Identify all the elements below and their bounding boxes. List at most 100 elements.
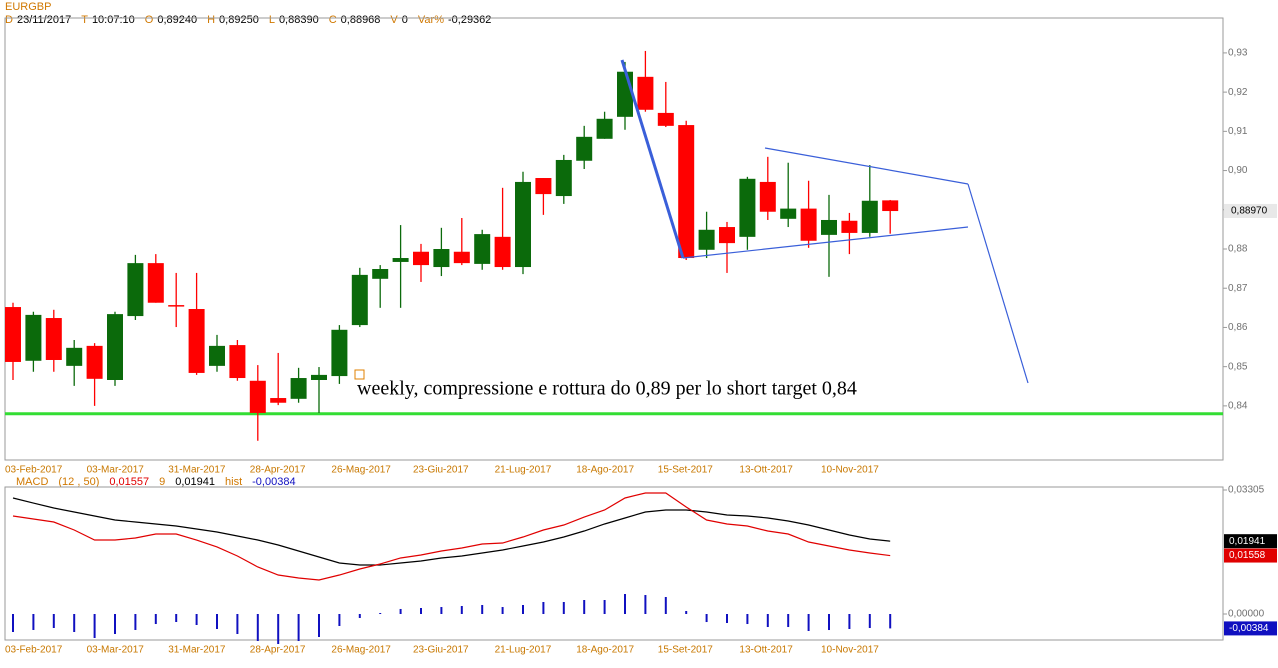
x-tick-label: 13-Ott-2017 (739, 465, 793, 476)
x-tick-label: 13-Ott-2017 (739, 645, 793, 656)
candle-body (209, 345, 225, 366)
trend-line (967, 183, 1029, 384)
header-key: V (390, 14, 398, 26)
candle-body (576, 136, 593, 161)
x-tick-label: 15-Set-2017 (658, 645, 713, 656)
header-value: 0,88968 (340, 14, 381, 26)
price-frame (4, 17, 1224, 461)
header-key: Var% (417, 14, 444, 26)
header-item: MACD (16, 476, 49, 488)
candle-body (45, 318, 62, 360)
header-item: -0,00384 (252, 476, 296, 488)
x-tick-label: 23-Giu-2017 (413, 465, 469, 476)
x-tick-label: 26-Mag-2017 (331, 645, 391, 656)
x-tick-label: 15-Set-2017 (658, 465, 713, 476)
x-tick-label: 03-Feb-2017 (5, 645, 63, 656)
annotation-anchor (354, 369, 365, 380)
annotation: weekly, compressione e rottura do 0,89 p… (357, 378, 857, 400)
indicator-line (12, 497, 891, 566)
candle-body (780, 208, 797, 219)
header-item: 0,01941 (175, 476, 216, 488)
candle-body (739, 178, 756, 237)
trend-line (682, 226, 969, 259)
candle-body (474, 234, 491, 264)
candle-body (800, 208, 817, 241)
x-tick-label: 28-Apr-2017 (250, 465, 306, 476)
header-value: 0,89250 (219, 14, 259, 26)
header-key: C (328, 14, 337, 26)
candle-body (168, 305, 185, 307)
candle-body (494, 236, 511, 268)
trend-line (764, 147, 969, 185)
x-tick-label: 31-Mar-2017 (168, 645, 226, 656)
candle-body (821, 219, 837, 235)
x-tick-label: 31-Mar-2017 (168, 465, 226, 476)
header-key: O (144, 14, 154, 26)
y-tick-label: 0,90 (1228, 165, 1248, 176)
y-tick-label: 0,03305 (1228, 485, 1265, 496)
header-value: 0,88390 (278, 14, 319, 26)
header-value: 10:07:10 (91, 14, 135, 26)
x-tick-label: 21-Lug-2017 (495, 645, 552, 656)
x-tick-label: 03-Mar-2017 (87, 645, 145, 656)
candle-body (861, 200, 878, 233)
value-marker (1224, 548, 1277, 563)
candle-body (290, 378, 307, 399)
x-tick-label: 03-Feb-2017 (5, 465, 63, 476)
x-tick-label: 03-Mar-2017 (87, 465, 145, 476)
header-key: L (268, 14, 275, 26)
candle-body (229, 345, 246, 379)
candle-body (719, 227, 735, 244)
candle-body (678, 125, 695, 259)
header-item: hist (225, 476, 243, 488)
value-marker (1224, 534, 1277, 549)
y-tick-label: 0,91 (1228, 126, 1248, 137)
candle-body (66, 347, 83, 366)
y-tick-label: 0,00000 (1228, 609, 1265, 620)
indicator-line (12, 492, 891, 581)
header-item: 9 (159, 476, 166, 488)
y-tick-label: 0,88 (1228, 244, 1248, 255)
candle-body (453, 251, 470, 264)
candle-body (270, 398, 287, 403)
candle-body (657, 112, 674, 126)
ohlc-header: D 23/11/2017 T 10:07:10 O 0,89240 H 0,89250 L 0,8… (5, 14, 497, 26)
candle-body (841, 220, 858, 233)
x-tick-label: 18-Ago-2017 (576, 645, 634, 656)
header-item: 0,01557 (109, 476, 150, 488)
candle-body (637, 76, 654, 110)
candle-body (555, 159, 572, 197)
candle-body (535, 178, 552, 195)
candle-body (617, 71, 633, 117)
x-tick-label: 10-Nov-2017 (821, 645, 879, 656)
candle-body (433, 249, 450, 268)
candle-body (698, 229, 715, 250)
header-key: D (5, 14, 13, 26)
candle-body (188, 309, 205, 373)
x-tick-label: 21-Lug-2017 (495, 465, 552, 476)
candle-body (249, 380, 266, 413)
value-marker-label: -0,00384 (1229, 623, 1269, 634)
y-tick-label: 0,84 (1228, 401, 1248, 412)
header-value: -0,29362 (447, 14, 492, 26)
candle-body (351, 274, 368, 326)
y-tick-label: 0,87 (1228, 283, 1248, 294)
y-tick-label: 0,93 (1228, 48, 1248, 59)
x-tick-label: 10-Nov-2017 (821, 465, 879, 476)
candle-body (596, 118, 613, 139)
candle-body (311, 374, 327, 380)
candle-body (86, 345, 103, 379)
candle-body (25, 314, 42, 361)
y-tick-label: 0,86 (1228, 322, 1248, 333)
x-tick-label: 26-Mag-2017 (331, 465, 391, 476)
candle-body (331, 329, 348, 377)
macd-frame (4, 486, 1224, 641)
candle-body (392, 258, 409, 262)
candle-body (515, 181, 531, 268)
y-tick-label: 0,92 (1228, 87, 1248, 98)
value-marker-label: 0,01941 (1229, 536, 1266, 547)
header-item: (12 , 50) (58, 476, 100, 488)
candle-body (5, 307, 21, 362)
